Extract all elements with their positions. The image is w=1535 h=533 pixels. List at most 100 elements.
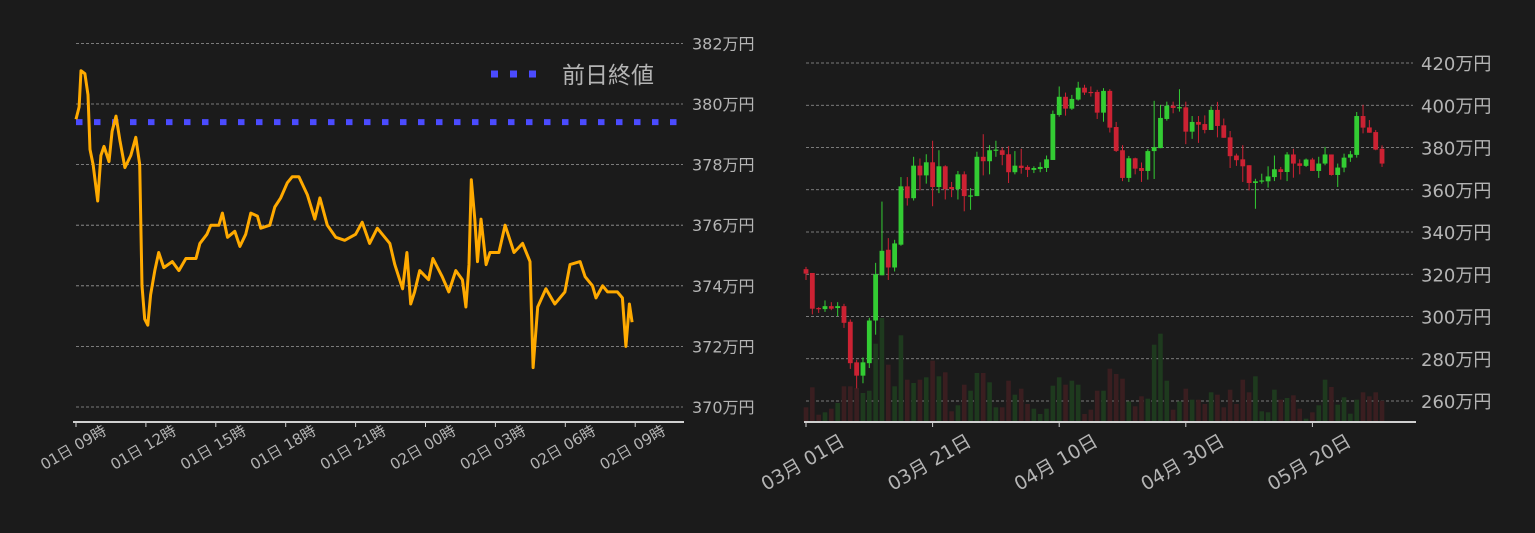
candle-body xyxy=(1025,166,1030,170)
candle xyxy=(1151,100,1157,179)
candle xyxy=(1227,131,1233,168)
volume-bar xyxy=(987,382,992,422)
volume-bar xyxy=(1348,413,1353,422)
candle-body xyxy=(1373,132,1379,150)
candle-body xyxy=(1265,176,1271,182)
volume-bar xyxy=(961,384,967,422)
x-tick-label: 02日 03時 xyxy=(457,422,529,474)
candle-body xyxy=(1366,127,1372,133)
candle xyxy=(1170,101,1176,114)
volume-bar xyxy=(854,388,859,422)
volume-bar xyxy=(1202,404,1208,422)
candle xyxy=(980,134,986,176)
volume-bar xyxy=(1082,414,1087,422)
volume-bar xyxy=(1139,396,1144,422)
volume-bar xyxy=(1354,399,1360,422)
candle-body xyxy=(1297,163,1303,166)
y-tick-label: 380万円 xyxy=(1421,139,1491,160)
volume-bar xyxy=(1196,399,1201,422)
candle-body xyxy=(911,165,917,199)
candle xyxy=(1208,106,1214,130)
volume-bar xyxy=(835,403,840,422)
right-y-axis: 260万円 280万円 300万円 320万円 340万円 360万円 380万円 400万円… xyxy=(1421,54,1491,413)
volume-bar xyxy=(1101,390,1106,422)
volume-bar xyxy=(1316,405,1322,422)
candle-body xyxy=(892,243,898,268)
candle xyxy=(1259,173,1265,184)
volume-bar xyxy=(911,383,916,422)
candle-body xyxy=(961,174,967,197)
volume-bar xyxy=(936,376,942,422)
candle-body xyxy=(1227,137,1233,157)
candle-body xyxy=(1278,169,1284,173)
volume-bar xyxy=(1335,404,1341,422)
y-tick-label: 280万円 xyxy=(1421,350,1491,371)
volume-bar xyxy=(1284,398,1290,422)
candle-body xyxy=(987,150,992,162)
volume-bar xyxy=(1012,394,1018,422)
volume-bar xyxy=(1025,404,1030,422)
candle-body xyxy=(1126,158,1132,178)
candle-body xyxy=(854,362,860,376)
volume-bar xyxy=(1050,385,1056,422)
candle xyxy=(930,140,935,207)
candle xyxy=(1341,153,1347,173)
candle-body xyxy=(1202,124,1208,130)
volume-bar xyxy=(1265,412,1271,422)
candle xyxy=(1113,121,1119,152)
volume-bar xyxy=(1341,397,1347,422)
candle-body xyxy=(1253,181,1258,183)
price-series-line xyxy=(74,69,634,370)
volume-bar xyxy=(1215,394,1220,422)
volume-bar xyxy=(993,407,999,422)
y-tick-label: 382万円 xyxy=(692,34,755,53)
candle xyxy=(911,156,917,201)
volume-bar xyxy=(1329,387,1334,422)
candle-body xyxy=(923,162,929,176)
candle xyxy=(1145,149,1151,180)
candle-body xyxy=(860,362,866,376)
candle xyxy=(1183,101,1189,145)
candle xyxy=(885,238,891,280)
volume-bar xyxy=(904,379,910,422)
candle xyxy=(961,171,967,212)
volume-bar xyxy=(1177,401,1182,422)
candle-body xyxy=(1322,154,1328,164)
volume-bar xyxy=(1088,409,1094,422)
candle xyxy=(1006,146,1011,183)
volume-bar xyxy=(1126,401,1132,422)
candle xyxy=(1012,151,1018,175)
volume-bar xyxy=(816,414,821,422)
volume-bar xyxy=(968,390,973,422)
candle-body xyxy=(816,308,822,310)
candle xyxy=(1291,148,1296,178)
candle xyxy=(993,140,999,157)
candle-body xyxy=(1018,165,1024,168)
volume-bar xyxy=(974,373,980,422)
volume-bar xyxy=(1297,408,1303,422)
x-tick-label: 01日 15時 xyxy=(177,422,249,474)
candle-body xyxy=(1132,158,1138,169)
volume-bar xyxy=(999,407,1005,422)
volume-bar xyxy=(892,386,897,422)
volume-bar xyxy=(1221,407,1227,422)
candle xyxy=(1202,115,1208,134)
candle-body xyxy=(841,306,847,323)
candle xyxy=(999,147,1005,166)
volume-bar xyxy=(1272,389,1277,422)
volume-bar xyxy=(1189,399,1195,422)
volume-bar xyxy=(930,360,935,422)
candle xyxy=(1139,162,1144,182)
volume-bar xyxy=(1069,380,1075,422)
x-tick-label: 01日 21時 xyxy=(317,422,389,474)
volume-bar xyxy=(955,405,961,422)
x-tick-label: 03月 01日 xyxy=(757,430,848,495)
left-y-axis: 370万円 372万円 374万円 376万円 378万円 380万円 382万円 xyxy=(692,34,755,417)
volume-bar xyxy=(803,407,809,422)
candle xyxy=(1056,86,1062,117)
volume-bar xyxy=(867,390,872,422)
candle-body xyxy=(1208,109,1214,130)
volume-bar xyxy=(1259,411,1265,422)
y-tick-label: 372万円 xyxy=(692,337,755,356)
legend: 前日終値 xyxy=(491,63,654,89)
